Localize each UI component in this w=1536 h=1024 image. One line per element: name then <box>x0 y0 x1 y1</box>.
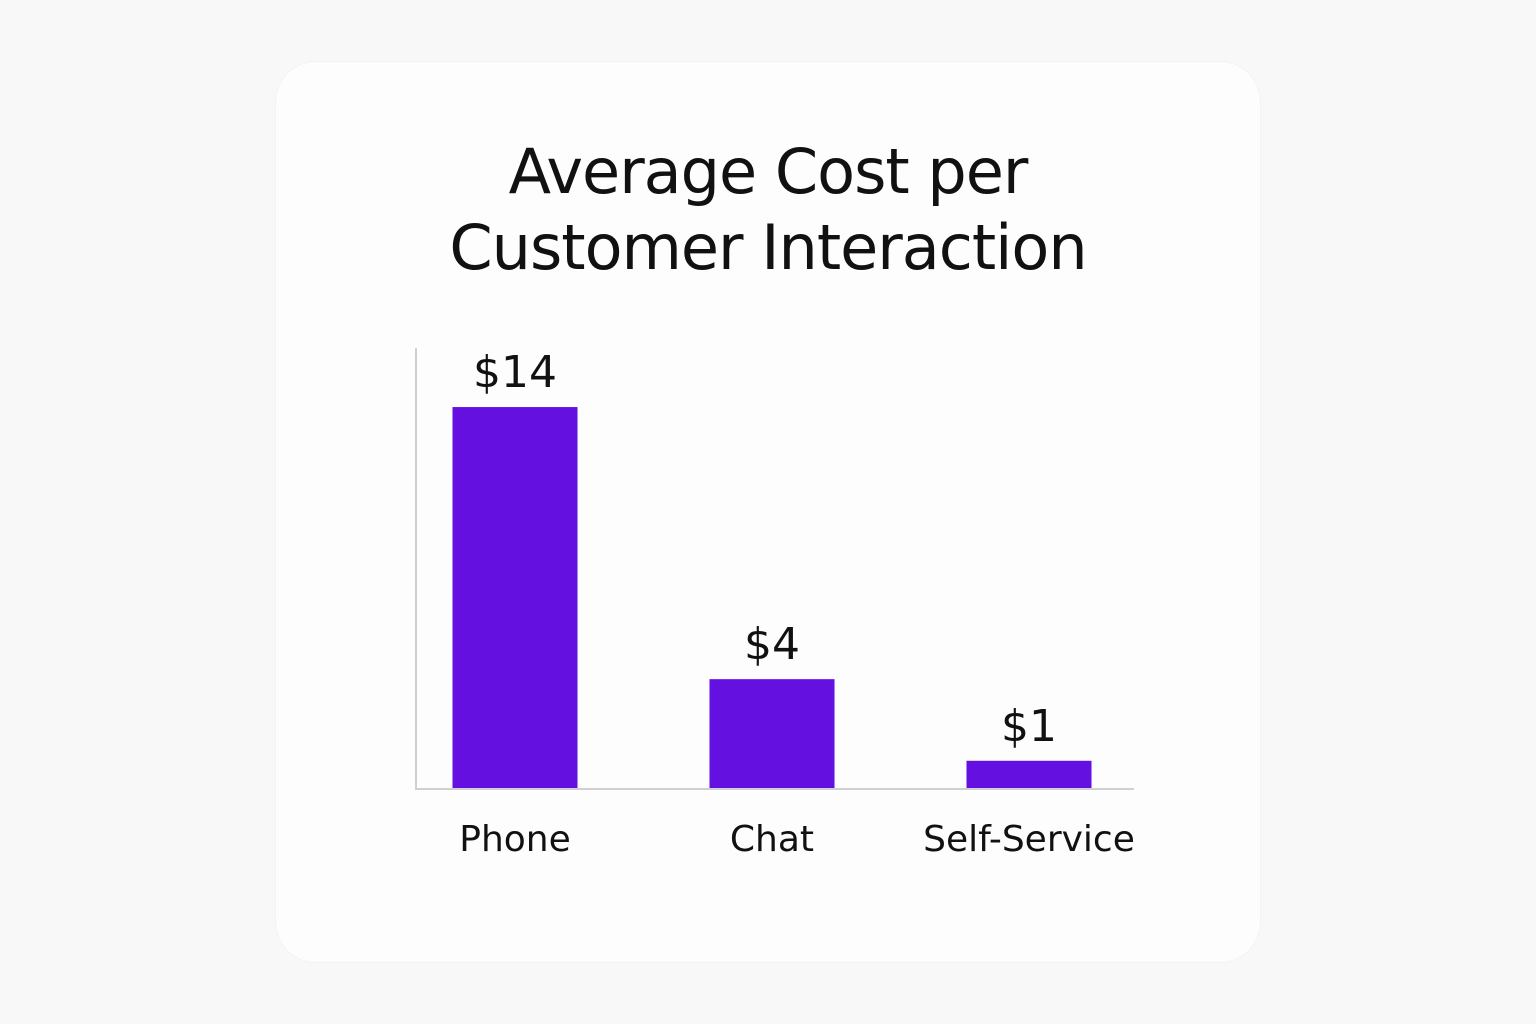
chart-title: Average Cost per Customer Interaction <box>449 135 1087 284</box>
bar-chat <box>709 679 835 788</box>
value-label-phone: $14 <box>473 347 557 398</box>
category-label-self-service: Self-Service <box>923 819 1135 860</box>
category-label-chat: Chat <box>730 819 814 860</box>
bar-self-service <box>966 760 1092 788</box>
bars <box>452 407 1092 788</box>
axes <box>415 348 1134 790</box>
category-label-phone: Phone <box>459 819 571 860</box>
bar-phone <box>452 407 578 788</box>
value-label-chat: $4 <box>744 619 800 670</box>
labels: $14 Phone $4 Chat $1 Self-Service <box>459 347 1135 860</box>
chart-card <box>276 62 1260 962</box>
value-label-self-service: $1 <box>1001 701 1057 752</box>
